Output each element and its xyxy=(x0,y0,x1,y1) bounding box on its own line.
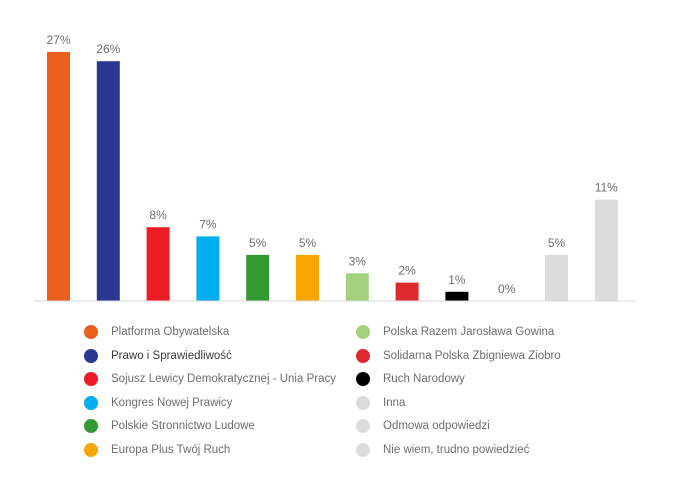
bar-value-label-10: 0% xyxy=(498,282,516,296)
bar-6 xyxy=(296,254,319,301)
value-labels-group: 27% 26% 8% 7% 5% 5% 3% 2% 1% 0% 5% 11% xyxy=(46,33,618,296)
bar-2 xyxy=(96,61,120,302)
bars-group xyxy=(47,52,618,302)
bar-4 xyxy=(196,236,220,301)
bar-7 xyxy=(345,273,369,301)
bar-9 xyxy=(445,291,469,301)
bar-value-label-4: 7% xyxy=(199,217,217,231)
bar-value-label-2: 26% xyxy=(96,42,120,56)
bar-value-label-1: 27% xyxy=(46,33,70,47)
bar-value-label-5: 5% xyxy=(249,236,267,250)
bar-1 xyxy=(47,52,70,301)
bar-value-label-7: 3% xyxy=(349,254,367,268)
bar-value-label-9: 1% xyxy=(448,273,466,287)
bar-value-label-12: 11% xyxy=(595,181,618,195)
bar-11 xyxy=(545,254,568,301)
bar-5 xyxy=(246,254,270,301)
bar-3 xyxy=(146,227,170,301)
bar-12 xyxy=(594,199,618,301)
bar-8 xyxy=(395,282,419,301)
bar-value-label-6: 5% xyxy=(299,236,317,250)
bar-value-label-3: 8% xyxy=(149,208,167,222)
bar-value-label-8: 2% xyxy=(398,264,416,278)
bar-value-label-11: 5% xyxy=(548,236,566,250)
